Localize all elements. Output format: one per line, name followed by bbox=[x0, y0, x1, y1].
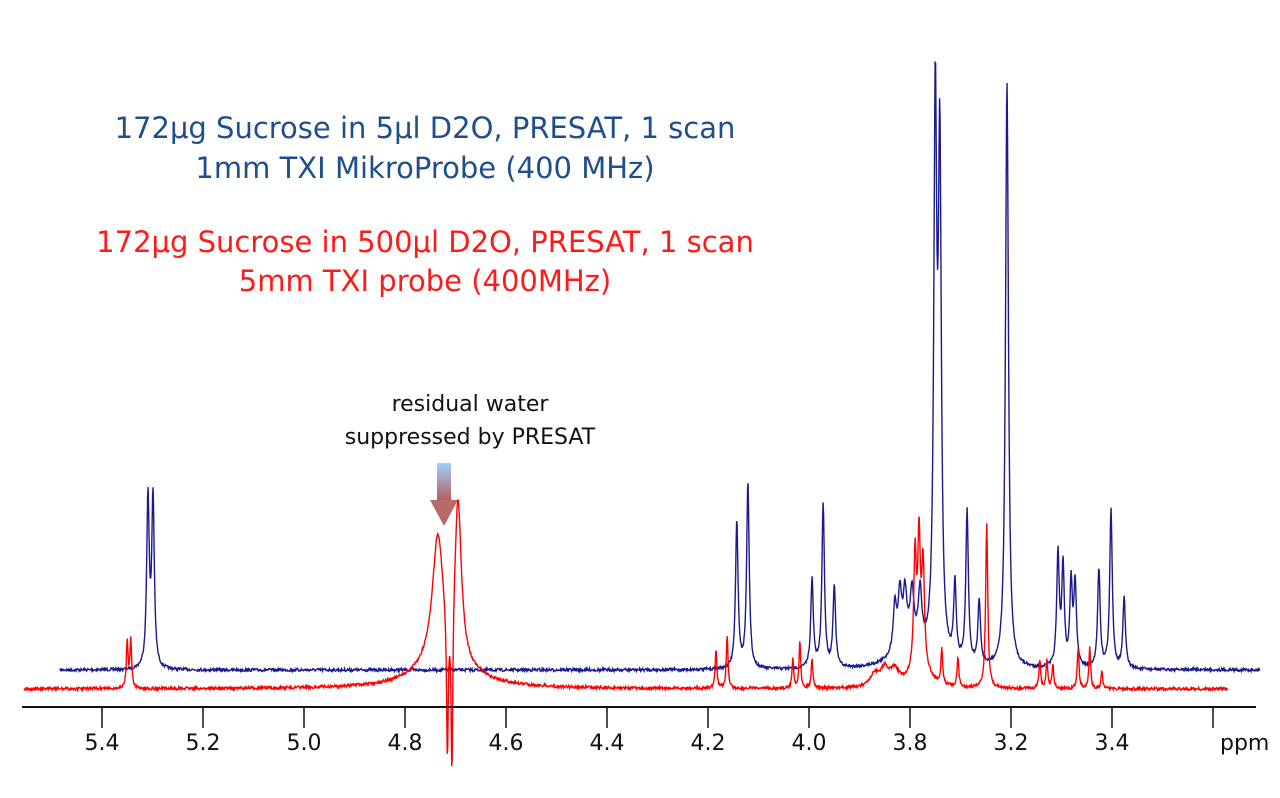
x-tick-label: 5.0 bbox=[287, 731, 322, 756]
x-tick-label: 3.4 bbox=[1095, 731, 1130, 756]
blue-spectrum-title-line1: 172μg Sucrose in 5μl D2O, PRESAT, 1 scan bbox=[114, 111, 736, 145]
x-tick-label: 4.0 bbox=[792, 731, 827, 756]
red-spectrum-trace bbox=[23, 499, 1229, 767]
red-spectrum-title-line1: 172μg Sucrose in 500μl D2O, PRESAT, 1 sc… bbox=[96, 225, 754, 259]
x-tick-label: 3.8 bbox=[893, 731, 928, 756]
blue-spectrum-title-line2: 1mm TXI MikroProbe (400 MHz) bbox=[195, 151, 655, 185]
water-annotation-line2: suppressed by PRESAT bbox=[344, 425, 596, 450]
x-tick-label: 4.2 bbox=[691, 731, 726, 756]
water-annotation-line1: residual water bbox=[391, 392, 549, 417]
x-tick-label: 5.4 bbox=[85, 731, 120, 756]
x-tick-label: 4.6 bbox=[489, 731, 524, 756]
x-tick-label: 4.4 bbox=[590, 731, 625, 756]
x-tick-label: 3.2 bbox=[994, 731, 1029, 756]
blue-spectrum-trace bbox=[59, 60, 1261, 675]
down-arrow-icon bbox=[430, 463, 458, 526]
x-tick-label: 4.8 bbox=[388, 731, 423, 756]
x-axis-label: ppm bbox=[1220, 731, 1269, 756]
red-spectrum-title-line2: 5mm TXI probe (400MHz) bbox=[238, 264, 612, 298]
x-tick-label: 5.2 bbox=[186, 731, 221, 756]
